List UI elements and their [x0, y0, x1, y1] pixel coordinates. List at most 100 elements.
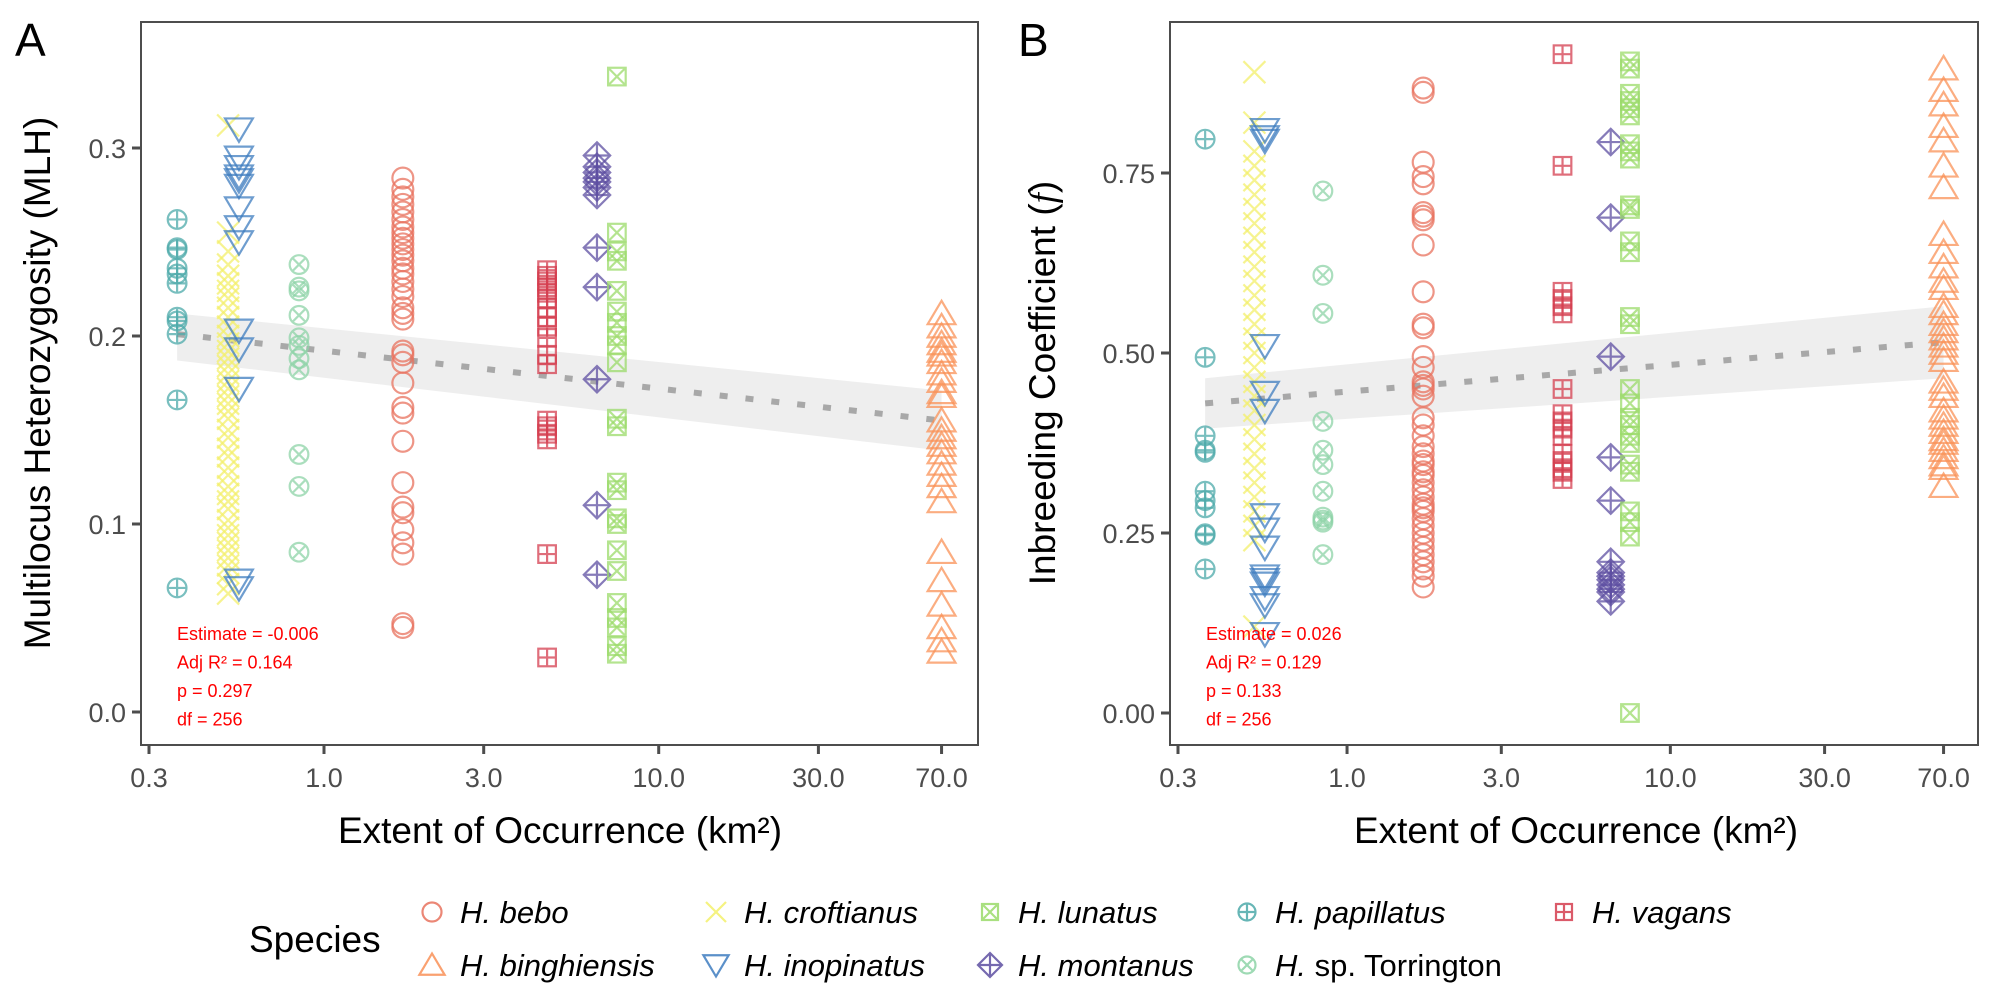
data-point-lunatus — [606, 352, 627, 373]
panel-a-border — [140, 21, 979, 746]
data-point-binghiensis — [925, 347, 958, 375]
data-point-binghiensis — [925, 366, 958, 393]
data-point-torrington — [288, 348, 310, 370]
data-point-lunatus — [606, 561, 627, 581]
data-point-torrington — [288, 254, 310, 276]
data-point-croftianus — [216, 286, 240, 311]
data-point-inopinatus — [223, 173, 255, 201]
panel-b-series-inopinatus — [1249, 117, 1281, 649]
legend-key-circle-x-icon — [1237, 955, 1257, 975]
x-tick-label: 70.0 — [915, 763, 968, 793]
data-point-binghiensis — [925, 377, 958, 405]
data-point-lunatus — [1620, 461, 1640, 482]
data-point-inopinatus — [223, 568, 255, 596]
data-point-croftianus — [1242, 614, 1267, 639]
data-point-torrington — [1312, 511, 1334, 533]
data-point-binghiensis — [1927, 111, 1960, 139]
data-point-lunatus — [1620, 526, 1640, 547]
data-point-binghiensis — [925, 430, 958, 457]
data-point-croftianus — [216, 296, 240, 320]
data-point-bebo — [1411, 564, 1435, 588]
data-point-bebo — [391, 401, 415, 425]
data-point-torrington — [1312, 410, 1334, 432]
data-point-inopinatus — [1249, 380, 1281, 408]
data-point-papillatus — [1194, 497, 1216, 519]
data-point-croftianus — [216, 444, 240, 469]
panel-b-series-bebo — [1411, 76, 1435, 599]
legend-epithet: binghiensis — [500, 948, 655, 983]
data-point-vagans — [1552, 303, 1573, 324]
data-point-torrington — [288, 541, 310, 563]
panel-a-series-vagans — [537, 260, 557, 668]
legend-title: Species — [249, 919, 381, 960]
data-point-croftianus — [216, 220, 240, 245]
panel-b-series-torrington — [1312, 180, 1334, 566]
data-point-lunatus — [606, 617, 627, 638]
data-point-bebo — [391, 542, 415, 566]
data-point-binghiensis — [1927, 338, 1960, 365]
legend-epithet: sp. Torrington — [1315, 948, 1502, 983]
data-point-lunatus — [606, 643, 627, 664]
panel-a-series-inopinatus — [223, 117, 255, 603]
data-point-torrington — [288, 304, 310, 326]
data-point-inopinatus — [223, 145, 255, 173]
data-point-papillatus — [1194, 441, 1216, 463]
data-point-vagans — [537, 354, 557, 375]
data-point-inopinatus — [223, 230, 255, 257]
data-point-bebo — [391, 307, 415, 331]
panel-b-series-lunatus — [1620, 51, 1640, 723]
data-point-montanus — [582, 364, 612, 394]
legend-item-torrington: H. sp. Torrington — [1237, 948, 1502, 983]
data-point-binghiensis — [925, 590, 958, 617]
data-point-lunatus — [606, 480, 627, 501]
data-point-papillatus — [166, 208, 188, 230]
data-point-bebo — [391, 207, 415, 231]
data-point-bebo — [1411, 165, 1435, 189]
data-point-vagans — [537, 429, 557, 450]
data-point-vagans — [537, 647, 557, 668]
x-tick-label: 0.3 — [1159, 763, 1197, 793]
x-tick-label: 0.3 — [130, 763, 168, 793]
data-point-bebo — [1411, 424, 1435, 448]
y-tick-label: 0.3 — [88, 134, 126, 164]
data-point-binghiensis — [1927, 442, 1960, 470]
data-point-bebo — [391, 531, 415, 555]
panel-b-points — [1194, 44, 1960, 723]
data-point-croftianus — [216, 425, 240, 450]
panel-b-series-vagans — [1552, 44, 1573, 489]
legend-genus: H. — [1592, 895, 1632, 930]
data-point-binghiensis — [1927, 453, 1960, 481]
data-point-vagans — [537, 327, 557, 348]
data-point-torrington — [288, 280, 310, 302]
data-point-bebo — [391, 262, 415, 286]
panel-a-series-binghiensis — [925, 298, 958, 664]
data-point-inopinatus — [223, 376, 255, 404]
data-point-bebo — [391, 221, 415, 245]
data-point-binghiensis — [925, 422, 958, 450]
legend-key-circle-icon — [421, 901, 443, 923]
panel-a-series-bebo — [391, 166, 415, 639]
legend-genus: H. — [1275, 948, 1315, 983]
panel-a-x-axis-title: Extent of Occurrence (km²) — [338, 810, 782, 851]
panel-a-points — [166, 66, 958, 668]
data-point-bebo — [1411, 575, 1435, 599]
panel-b-stats: Estimate = 0.026 Adj R² = 0.129 p = 0.133 d… — [1206, 624, 1342, 730]
data-point-binghiensis — [925, 637, 958, 664]
legend-item-binghiensis: H. binghiensis — [417, 948, 655, 983]
legend-key-triangle-up-icon — [417, 951, 447, 976]
data-point-bebo — [391, 192, 415, 216]
data-point-bebo — [391, 471, 415, 495]
data-point-croftianus — [1242, 528, 1267, 552]
data-point-croftianus — [216, 406, 240, 431]
x-tick-label: 30.0 — [792, 763, 845, 793]
panel-a-tag: A — [15, 14, 46, 66]
legend-item-croftianus: H. croftianus — [705, 895, 918, 930]
legend-epithet: croftianus — [784, 895, 918, 930]
data-point-bebo — [1411, 557, 1435, 581]
panel-b-x-ticks: 0.3 1.0 3.0 10.0 30.0 70.0 — [1159, 745, 1970, 793]
data-point-bebo — [1411, 316, 1435, 340]
data-point-inopinatus — [1249, 333, 1281, 361]
panel-a-series-torrington — [288, 254, 310, 563]
data-point-inopinatus — [223, 318, 255, 346]
